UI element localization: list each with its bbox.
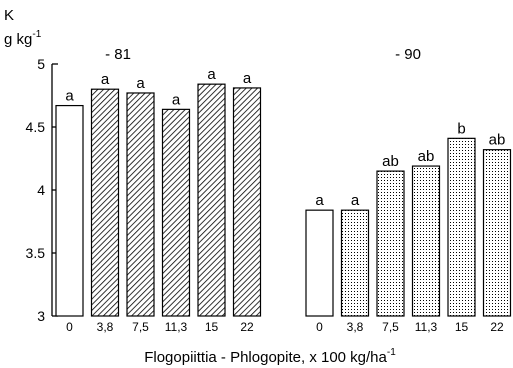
x-tick-label: 3,8 bbox=[97, 320, 114, 334]
significance-label: a bbox=[101, 71, 110, 88]
y-axis-label: K bbox=[4, 7, 14, 24]
x-axis-label-exponent: -1 bbox=[387, 347, 396, 358]
significance-label: ab bbox=[418, 148, 435, 165]
significance-label: a bbox=[351, 192, 360, 209]
y-axis-unit-text: g kg bbox=[4, 31, 32, 48]
axes: 3 3.5 4 4.5 5 bbox=[26, 56, 58, 324]
bar bbox=[447, 137, 476, 317]
x-tick-label: 15 bbox=[205, 320, 219, 334]
x-tick-label: 0 bbox=[316, 320, 323, 334]
bar bbox=[376, 170, 405, 317]
group-label: - 81 bbox=[105, 46, 131, 63]
y-axis-unit-exponent: -1 bbox=[32, 29, 41, 40]
x-tick-label: 22 bbox=[240, 320, 254, 334]
significance-label: a bbox=[315, 192, 324, 209]
bar bbox=[55, 104, 84, 317]
y-tick-label: 4.5 bbox=[26, 119, 46, 135]
bar bbox=[126, 92, 155, 317]
bar bbox=[197, 83, 226, 317]
bar bbox=[305, 209, 334, 317]
bar bbox=[161, 108, 191, 317]
y-tick-label: 3.5 bbox=[26, 245, 46, 261]
bar bbox=[482, 149, 512, 317]
significance-label: a bbox=[65, 88, 74, 105]
x-tick-label: 11,3 bbox=[165, 320, 188, 334]
y-tick-label: 4 bbox=[37, 182, 45, 198]
x-tick-label: 7,5 bbox=[382, 320, 399, 334]
y-axis-unit: g kg-1 bbox=[4, 29, 42, 48]
x-axis-label-text: Flogopiittia - Phlogopite, x 100 kg/ha bbox=[144, 349, 387, 366]
x-tick-label: 22 bbox=[490, 320, 504, 334]
x-tick-label: 15 bbox=[455, 320, 469, 334]
y-tick-label: 5 bbox=[37, 56, 45, 72]
bars: - 81 a 0 a 3,8 a 7,5 a 11,3 a 15 a 22 - 90 a 0 a 3,8 ab 7,5… bbox=[55, 46, 512, 334]
x-tick-label: 0 bbox=[66, 320, 73, 334]
bar bbox=[411, 165, 441, 317]
significance-label: ab bbox=[489, 132, 506, 149]
significance-label: a bbox=[243, 70, 252, 87]
significance-label: a bbox=[207, 66, 216, 83]
significance-label: b bbox=[457, 120, 465, 137]
x-tick-label: 11,3 bbox=[415, 320, 438, 334]
group-label: - 90 bbox=[395, 46, 421, 63]
significance-label: a bbox=[136, 75, 145, 92]
significance-label: ab bbox=[382, 153, 399, 170]
bar bbox=[232, 87, 262, 317]
x-axis-label: Flogopiittia - Phlogopite, x 100 kg/ha-1 bbox=[144, 347, 396, 366]
significance-label: a bbox=[172, 91, 181, 108]
bar bbox=[90, 88, 120, 317]
x-tick-label: 7,5 bbox=[132, 320, 149, 334]
y-tick-label: 3 bbox=[37, 308, 45, 324]
bar bbox=[340, 209, 370, 317]
x-tick-label: 3,8 bbox=[347, 320, 364, 334]
